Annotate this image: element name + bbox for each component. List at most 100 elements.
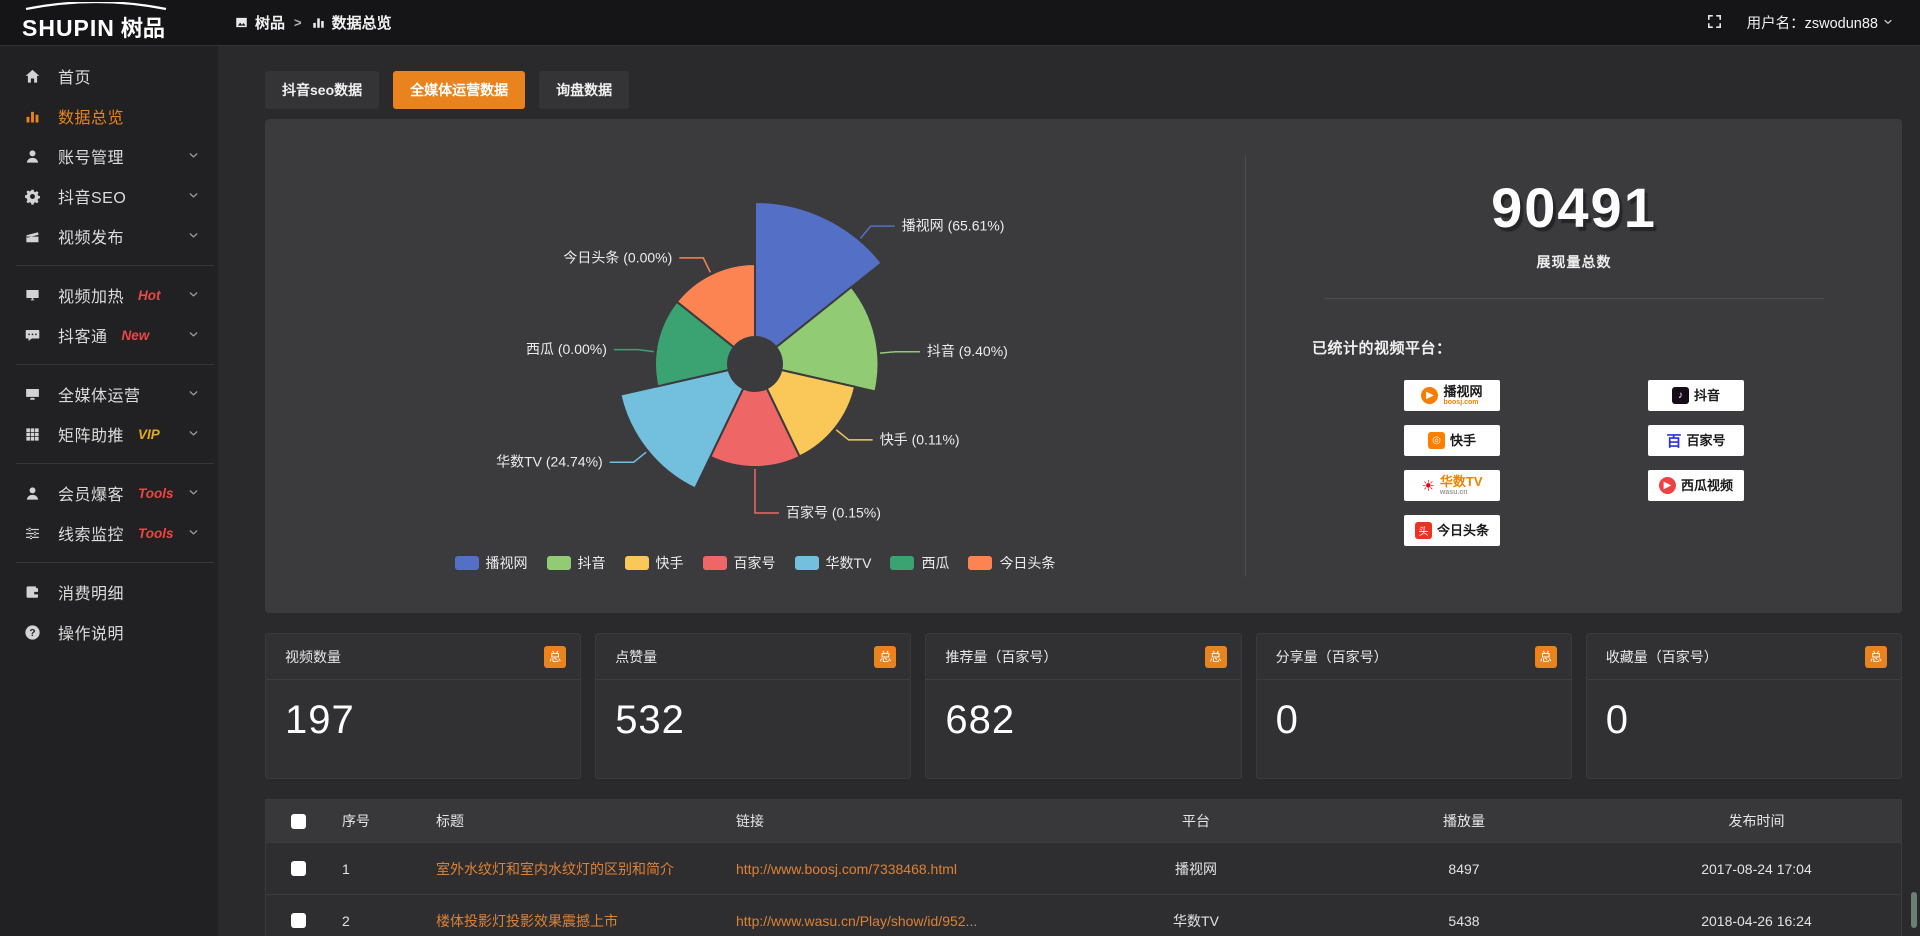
- rose-label: 百家号 (0.15%): [786, 505, 881, 521]
- platform-name: 今日头条: [1436, 523, 1489, 538]
- sidebar-item-label: 抖客通: [58, 329, 108, 346]
- stat-card-value: 682: [945, 698, 1016, 742]
- cell-title[interactable]: 室外水纹灯和室内水纹灯的区别和简介: [436, 860, 674, 877]
- fullscreen-icon[interactable]: [1706, 13, 1723, 33]
- rose-sector-华数TV[interactable]: [619, 368, 745, 490]
- stat-card-value: 197: [285, 698, 355, 742]
- sidebar-item-label: 首页: [58, 70, 92, 87]
- platform-badge-kuaishou[interactable]: ◎ 快手: [1404, 425, 1500, 456]
- overview-panel: 播视网 (65.61%) 抖音 (9.40%) 快手 (0.11%) 百家号 (0.1…: [265, 119, 1902, 613]
- legend-swatch: [794, 556, 819, 570]
- monitor-icon: [24, 386, 44, 403]
- tab-inquiry-data[interactable]: 询盘数据: [539, 71, 630, 109]
- sidebar-item-badge: New: [121, 327, 150, 343]
- total-badge[interactable]: 总: [1204, 645, 1227, 668]
- sidebar-item-consumption-details[interactable]: 消费明细: [0, 572, 218, 612]
- platform-badge-toutiao[interactable]: 头今日头条: [1404, 515, 1500, 546]
- chevron-down-icon: [1882, 15, 1894, 31]
- rose-sector-抖音[interactable]: [774, 285, 880, 393]
- legend-swatch: [890, 556, 915, 570]
- stat-card-2: 推荐量（百家号） 总 682: [925, 633, 1242, 779]
- legend-item-播视网[interactable]: 播视网: [454, 553, 528, 573]
- stat-card-value: 0: [1605, 698, 1630, 742]
- sidebar-item-matrix-boost[interactable]: 矩阵助推 VIP: [0, 414, 218, 454]
- sidebar-item-label: 线索监控: [58, 527, 125, 544]
- tab-all-media-data[interactable]: 全媒体运营数据: [393, 71, 526, 109]
- total-badge[interactable]: 总: [874, 645, 897, 668]
- sidebar-item-operation-instructions[interactable]: ? 操作说明: [0, 612, 218, 652]
- row-checkbox[interactable]: [290, 913, 306, 928]
- breadcrumb-item-0[interactable]: 树品: [234, 12, 285, 33]
- platform-badge-boosj[interactable]: ▶ 播视网 boosj.com: [1404, 380, 1500, 411]
- sidebar-item-video-publish[interactable]: 视频发布: [0, 216, 218, 256]
- legend-item-西瓜[interactable]: 西瓜: [890, 553, 949, 573]
- rose-label: 快手 (0.11%): [880, 431, 960, 447]
- rose-sector-快手[interactable]: [765, 368, 857, 458]
- bar-chart-icon: [24, 108, 44, 125]
- username-label: 用户名：zswodun88: [1746, 16, 1878, 32]
- sliders-icon: [24, 525, 44, 542]
- select-all-checkbox[interactable]: [290, 813, 306, 829]
- sidebar-menu: 首页数据总览 账号管理抖音SEO 视频发布视频加热 Hot 抖客通 New 全媒体运营 矩阵助…: [0, 56, 218, 652]
- topbar: SHUPIN 树品 树品 > 数据总览 用户名：zswodun88: [0, 0, 1920, 46]
- sidebar-item-data-overview[interactable]: 数据总览: [0, 96, 218, 136]
- platform-badge-baijiahao[interactable]: 百百家号: [1648, 425, 1744, 456]
- data-tabs: 抖音seo数据 全媒体运营数据 询盘数据: [265, 71, 1902, 109]
- sidebar-item-member-explosion[interactable]: 会员爆客 Tools: [0, 473, 218, 513]
- cell-index: 2: [342, 912, 350, 929]
- platform-badge-wasu[interactable]: ☀ 华数TV wasu.cn: [1404, 470, 1500, 501]
- home-icon: [24, 68, 44, 85]
- total-badge[interactable]: 总: [1865, 645, 1887, 668]
- platform-column: ▶ 播视网 boosj.com ◎ 快手 ☀ 华数TV wasu.cn 头今日头条: [1404, 380, 1500, 546]
- cell-link[interactable]: http://www.boosj.com/7338468.html: [736, 860, 958, 877]
- legend-item-抖音[interactable]: 抖音: [546, 553, 606, 573]
- sidebar-item-label: 视频发布: [58, 230, 125, 247]
- cell-link[interactable]: http://www.wasu.cn/Play/show/id/952...: [736, 912, 978, 929]
- chevron-down-icon: [187, 526, 200, 541]
- legend-item-华数TV[interactable]: 华数TV: [794, 553, 871, 573]
- sidebar-item-home[interactable]: 首页: [0, 56, 218, 96]
- sidebar-item-label: 抖音SEO: [58, 190, 127, 207]
- rose-label-line: [754, 469, 779, 514]
- user-menu[interactable]: 用户名：zswodun88: [1747, 12, 1894, 33]
- rose-sector-西瓜[interactable]: [654, 300, 736, 388]
- platform-badge-xigua[interactable]: ▶ 西瓜视频: [1648, 470, 1744, 501]
- chevron-down-icon: [187, 229, 200, 244]
- stat-card-title: 视频数量: [285, 648, 341, 665]
- sidebar-item-douyin-seo[interactable]: 抖音SEO: [0, 176, 218, 216]
- breadcrumb-label: 数据总览: [331, 15, 392, 32]
- cell-title[interactable]: 楼体投影灯投影效果震撼上市: [436, 912, 618, 929]
- total-badge[interactable]: 总: [544, 645, 567, 668]
- stat-card-value: 0: [1275, 698, 1299, 742]
- rose-label: 抖音 (9.40%): [927, 343, 1008, 359]
- breadcrumb-item-1[interactable]: 数据总览: [311, 12, 392, 33]
- sidebar-item-douketong[interactable]: 抖客通 New: [0, 315, 218, 355]
- sidebar-item-clue-monitoring[interactable]: 线索监控 Tools: [0, 513, 218, 553]
- legend-swatch: [454, 556, 479, 570]
- legend-item-快手[interactable]: 快手: [624, 553, 684, 573]
- summary-divider: [1324, 298, 1824, 299]
- panel-vertical-divider: [1245, 155, 1246, 577]
- kuaishou-logo-icon: ◎: [1427, 432, 1445, 449]
- legend-item-百家号[interactable]: 百家号: [702, 553, 776, 573]
- app-logo[interactable]: SHUPIN 树品: [0, 2, 218, 43]
- scrollbar-thumb[interactable]: [1911, 892, 1917, 928]
- rose-label-line: [859, 225, 895, 239]
- sidebar-item-all-media-operation[interactable]: 全媒体运营: [0, 374, 218, 414]
- platform-badge-douyin[interactable]: ♪ 抖音: [1648, 380, 1744, 411]
- legend-label: 西瓜: [921, 555, 950, 571]
- legend-item-今日头条[interactable]: 今日头条: [968, 553, 1055, 573]
- sidebar-item-account-management[interactable]: 账号管理: [0, 136, 218, 176]
- sidebar-item-video-heating[interactable]: 视频加热 Hot: [0, 275, 218, 315]
- platform-sub: boosj.com: [1443, 399, 1479, 406]
- rose-sector-百家号[interactable]: [708, 386, 802, 468]
- platform-sub: wasu.cn: [1439, 489, 1468, 496]
- chevron-down-icon: [187, 189, 200, 204]
- tab-douyin-seo-data[interactable]: 抖音seo数据: [265, 71, 380, 109]
- total-badge[interactable]: 总: [1534, 645, 1557, 668]
- row-checkbox[interactable]: [290, 861, 306, 876]
- legend-label: 今日头条: [999, 555, 1056, 571]
- logo-text-en: SHUPIN: [22, 15, 115, 41]
- rose-sector-今日头条[interactable]: [675, 262, 756, 349]
- rose-sector-播视网[interactable]: [754, 200, 884, 349]
